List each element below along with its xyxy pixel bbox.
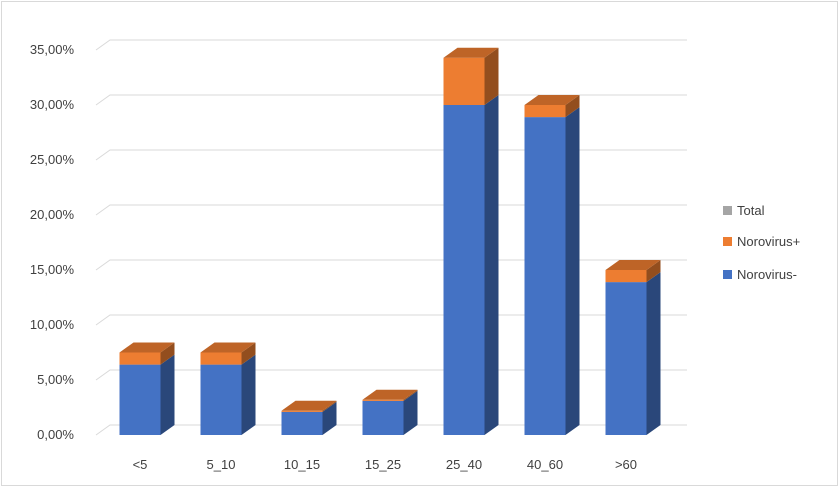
bars xyxy=(119,47,661,435)
bar-top-norovirus xyxy=(119,342,175,353)
bar-top-norovirus xyxy=(362,389,418,400)
bar-side-norovirus xyxy=(403,390,418,435)
bar-norovirus xyxy=(281,411,323,435)
bar-side-norovirus xyxy=(565,95,580,118)
x-tick-label: 40_60 xyxy=(527,457,563,472)
x-tick-label: 10_15 xyxy=(284,457,320,472)
y-tick-label: 20,00% xyxy=(30,207,75,222)
bar-side-norovirus xyxy=(484,95,499,435)
legend-swatch xyxy=(723,270,732,279)
bar-norovirus xyxy=(281,410,323,412)
bar-norovirus xyxy=(119,352,161,365)
bar-top-norovirus xyxy=(524,95,580,105)
bar-top-norovirus xyxy=(200,342,256,353)
bar-side-norovirus xyxy=(241,354,256,435)
bar-norovirus xyxy=(524,117,566,435)
y-tick-label: 5,00% xyxy=(37,372,74,387)
y-tick-label: 35,00% xyxy=(30,42,75,57)
bar-norovirus xyxy=(362,399,404,401)
x-tick-label: <5 xyxy=(133,457,148,472)
gridline xyxy=(95,39,687,51)
legend: Total Norovirus+ Norovirus- xyxy=(723,203,800,282)
bar-norovirus xyxy=(200,352,242,365)
bar-norovirus xyxy=(443,57,485,105)
bar-top-norovirus xyxy=(443,47,499,58)
bar-side-norovirus xyxy=(403,389,418,401)
gridline xyxy=(95,94,687,106)
bar-side-norovirus xyxy=(322,400,337,412)
gridline xyxy=(95,259,687,271)
y-tick-label: 0,00% xyxy=(37,427,74,442)
bar-norovirus xyxy=(524,105,566,118)
bar-side-norovirus xyxy=(322,401,337,435)
gridline xyxy=(95,369,687,381)
bar-side-norovirus xyxy=(565,107,580,435)
gridlines xyxy=(95,39,687,436)
bar-side-norovirus xyxy=(160,342,175,365)
bar-top-norovirus xyxy=(605,260,661,270)
bar-top-norovirus xyxy=(281,400,337,411)
bar-norovirus xyxy=(200,364,242,435)
bar-side-norovirus xyxy=(646,272,661,435)
x-axis-ticks: <5 5_10 10_15 15_25 25_40 40_60 >60 xyxy=(133,457,637,472)
bar-side-norovirus xyxy=(646,260,661,283)
gridline xyxy=(95,204,687,216)
x-tick-label: 15_25 xyxy=(365,457,401,472)
gridline xyxy=(95,314,687,326)
bar-norovirus xyxy=(605,270,647,283)
gridline xyxy=(95,149,687,161)
legend-swatch xyxy=(723,206,732,215)
bar-norovirus xyxy=(605,282,647,435)
bar-norovirus xyxy=(443,105,485,435)
legend-label: Norovirus- xyxy=(737,267,797,282)
y-tick-label: 10,00% xyxy=(30,317,75,332)
bar-side-norovirus xyxy=(241,342,256,365)
legend-swatch xyxy=(723,237,732,246)
x-tick-label: 25_40 xyxy=(446,457,482,472)
y-tick-label: 30,00% xyxy=(30,97,75,112)
x-tick-label: >60 xyxy=(615,457,637,472)
y-tick-label: 15,00% xyxy=(30,262,75,277)
bar-side-norovirus xyxy=(484,47,499,105)
legend-label: Norovirus+ xyxy=(737,234,800,249)
y-axis-ticks: 0,00% 5,00% 10,00% 15,00% 20,00% 25,00% 30,00%… xyxy=(30,42,75,442)
bar-norovirus xyxy=(362,400,404,435)
bar-side-norovirus xyxy=(160,354,175,435)
legend-label: Total xyxy=(737,203,765,218)
bar-norovirus xyxy=(119,364,161,435)
y-tick-label: 25,00% xyxy=(30,152,75,167)
x-tick-label: 5_10 xyxy=(207,457,236,472)
